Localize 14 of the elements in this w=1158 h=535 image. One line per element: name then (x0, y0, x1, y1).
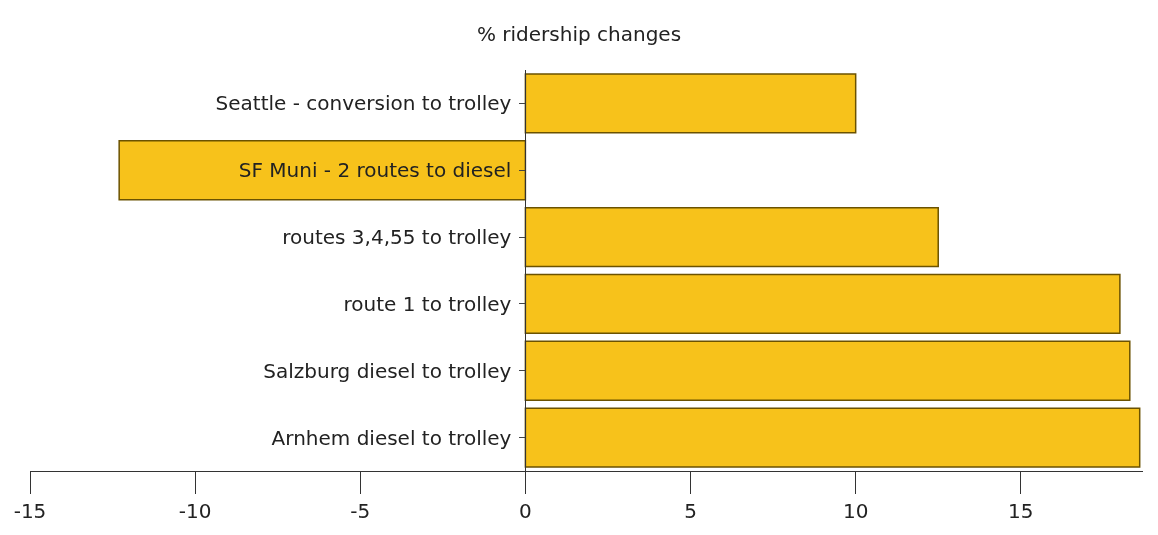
y-tick-label: route 1 to trolley (343, 291, 512, 316)
y-tick-label: routes 3,4,55 to trolley (282, 225, 512, 250)
x-tick-label: 10 (842, 499, 869, 523)
x-tick-label: 5 (684, 499, 697, 523)
x-tick-label: -10 (178, 499, 212, 523)
x-tick-label: -5 (350, 499, 371, 523)
x-tick-label: 0 (519, 499, 532, 523)
x-tick-label: 15 (1008, 499, 1034, 523)
y-tick-label: Salzburg diesel to trolley (263, 358, 512, 383)
y-tick-label: Arnhem diesel to trolley (271, 425, 512, 450)
y-tick-label: Seattle - conversion to trolley (215, 91, 512, 116)
chart-title: % ridership changes (476, 21, 682, 46)
y-tick-label: SF Muni - 2 routes to diesel (238, 158, 512, 183)
x-tick-label: -15 (13, 499, 47, 523)
